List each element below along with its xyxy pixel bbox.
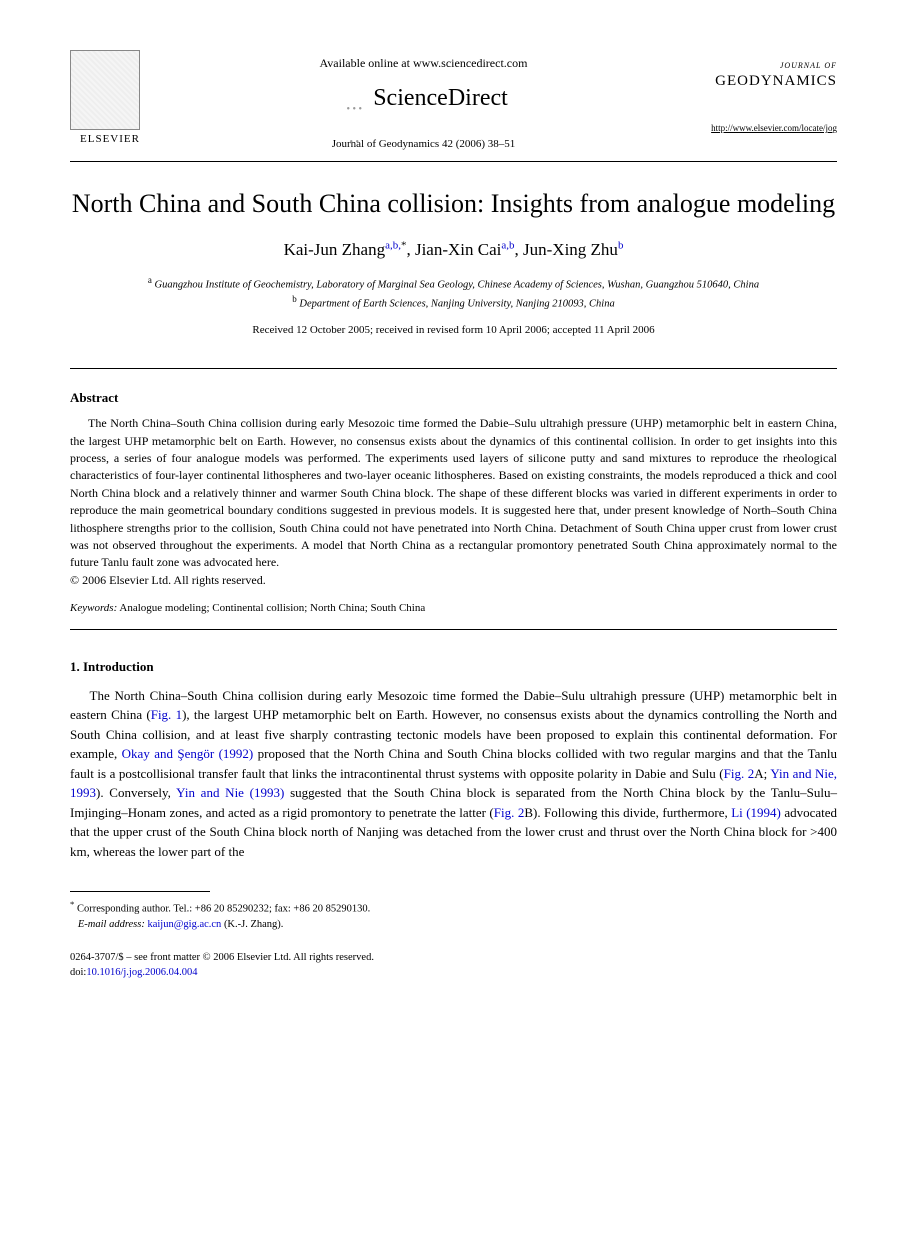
publisher-name: ELSEVIER: [70, 132, 150, 147]
affiliations: a Guangzhou Institute of Geochemistry, L…: [70, 274, 837, 313]
fig-2b-link[interactable]: Fig. 2: [494, 805, 525, 820]
elsevier-tree-icon: [70, 50, 140, 130]
corr-text: Corresponding author. Tel.: +86 20 85290…: [74, 904, 370, 915]
author-1-name: Kai-Jun Zhang: [284, 240, 386, 259]
fig-1-link[interactable]: Fig. 1: [151, 707, 182, 722]
author-3-affil-link[interactable]: b: [618, 240, 624, 252]
corr-email-link[interactable]: kaijun@gig.ac.cn: [147, 919, 221, 930]
doi-label: doi:: [70, 967, 86, 978]
keywords-line: Keywords: Analogue modeling; Continental…: [70, 601, 837, 616]
keywords-label: Keywords:: [70, 602, 117, 614]
abstract-top-rule: [70, 368, 837, 369]
footer-info: 0264-3707/$ – see front matter © 2006 El…: [70, 951, 837, 980]
article-title: North China and South China collision: I…: [70, 187, 837, 221]
intro-text-5: ). Conversely,: [96, 785, 176, 800]
header-row: ELSEVIER Available online at www.science…: [70, 50, 837, 153]
abstract-copyright: © 2006 Elsevier Ltd. All rights reserved…: [70, 573, 266, 587]
affil-a-text: Guangzhou Institute of Geochemistry, Lab…: [152, 280, 759, 291]
journal-url[interactable]: http://www.elsevier.com/locate/jog: [697, 122, 837, 135]
intro-text-4: A;: [754, 766, 770, 781]
article-dates: Received 12 October 2005; received in re…: [70, 323, 837, 338]
journal-logo-block: JOURNAL OF GEODYNAMICS http://www.elsevi…: [697, 50, 837, 135]
ref-li-1994-link[interactable]: Li (1994): [731, 805, 781, 820]
publisher-logo-block: ELSEVIER: [70, 50, 150, 147]
email-label: E-mail address:: [78, 919, 145, 930]
sciencedirect-dots-icon: [339, 89, 369, 109]
intro-text-7: B). Following this divide, furthermore,: [524, 805, 731, 820]
email-suffix: (K.-J. Zhang).: [221, 919, 283, 930]
abstract-bottom-rule: [70, 629, 837, 630]
abstract-text: The North China–South China collision du…: [70, 415, 837, 589]
ref-yin-nie-1993b-link[interactable]: Yin and Nie (1993): [176, 785, 284, 800]
ref-okay-sengor-link[interactable]: Okay and Şengör (1992): [122, 746, 254, 761]
doi-link[interactable]: 10.1016/j.jog.2006.04.004: [86, 967, 197, 978]
journal-reference: Journal of Geodynamics 42 (2006) 38–51: [150, 137, 697, 152]
issn-line: 0264-3707/$ – see front matter © 2006 El…: [70, 952, 374, 963]
header-divider: [70, 161, 837, 162]
keywords-text: Analogue modeling; Continental collision…: [117, 602, 425, 614]
journal-name: GEODYNAMICS: [697, 71, 837, 92]
authors-line: Kai-Jun Zhanga,b,*, Jian-Xin Caia,b, Jun…: [70, 238, 837, 262]
platform-logo: ScienceDirect: [150, 82, 697, 122]
fig-2a-link[interactable]: Fig. 2: [724, 766, 755, 781]
journal-label-small: JOURNAL OF: [697, 60, 837, 71]
author-3-name: , Jun-Xing Zhu: [515, 240, 618, 259]
author-1-affil-link[interactable]: a,b,: [385, 240, 401, 252]
abstract-heading: Abstract: [70, 389, 837, 407]
introduction-heading: 1. Introduction: [70, 658, 837, 676]
author-2-affil-link[interactable]: a,b: [501, 240, 514, 252]
corresponding-author-footnote: * Corresponding author. Tel.: +86 20 852…: [70, 898, 837, 933]
abstract-body: The North China–South China collision du…: [70, 416, 837, 569]
available-online-text: Available online at www.sciencedirect.co…: [150, 55, 697, 72]
footnote-rule: [70, 891, 210, 892]
introduction-paragraph: The North China–South China collision du…: [70, 686, 837, 862]
platform-name: ScienceDirect: [373, 82, 508, 116]
center-header: Available online at www.sciencedirect.co…: [150, 50, 697, 153]
author-2-name: , Jian-Xin Cai: [406, 240, 501, 259]
affil-b-text: Department of Earth Sciences, Nanjing Un…: [297, 299, 615, 310]
